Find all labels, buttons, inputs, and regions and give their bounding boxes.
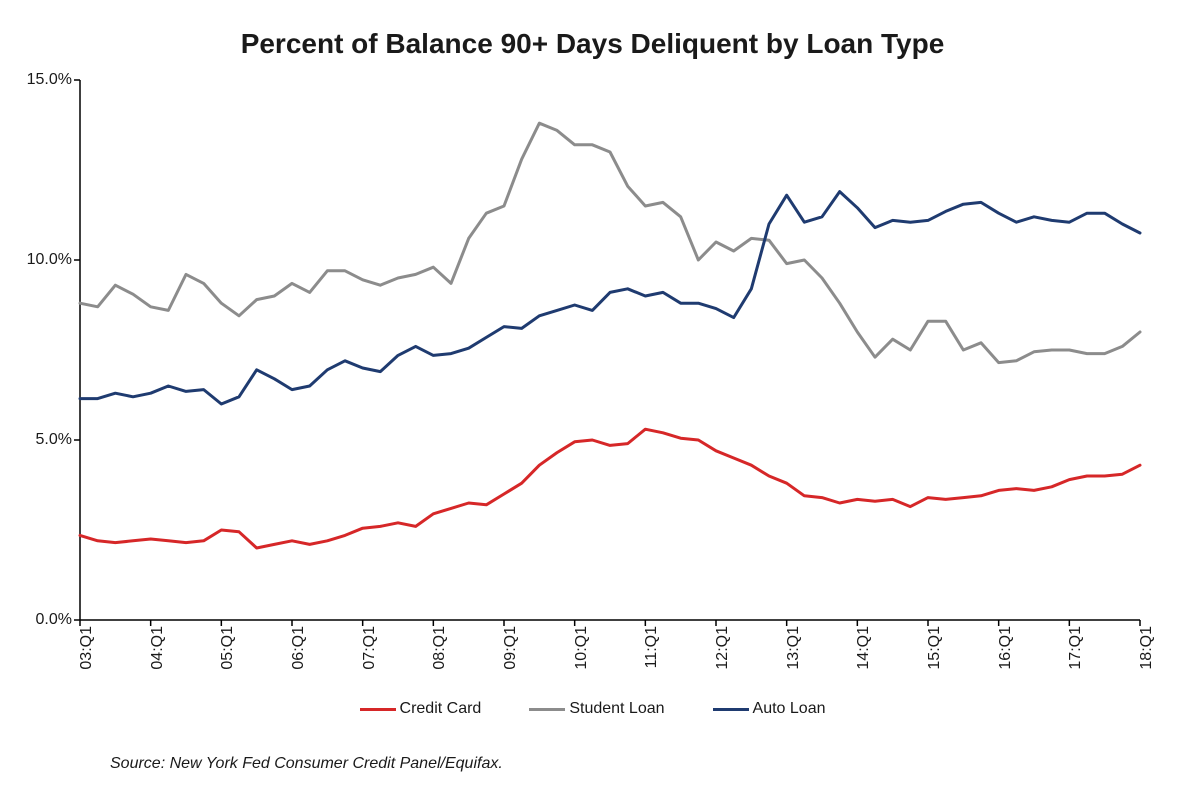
x-tick-label: 04:Q1	[149, 626, 167, 670]
legend-swatch	[713, 708, 749, 711]
y-tick-label: 10.0%	[27, 251, 80, 269]
legend-item: Student Loan	[529, 700, 664, 718]
series-line-auto-loan	[80, 192, 1140, 404]
x-tick-label: 17:Q1	[1067, 626, 1085, 670]
legend-swatch	[529, 708, 565, 711]
x-tick-label: 10:Q1	[573, 626, 591, 670]
chart-svg	[80, 80, 1140, 620]
legend-label: Student Loan	[569, 700, 664, 718]
x-tick-label: 16:Q1	[997, 626, 1015, 670]
legend-item: Credit Card	[360, 700, 482, 718]
y-tick-label: 5.0%	[36, 431, 80, 449]
x-tick-label: 14:Q1	[855, 626, 873, 670]
y-tick-label: 15.0%	[27, 71, 80, 89]
x-tick-label: 06:Q1	[290, 626, 308, 670]
legend: Credit Card Student Loan Auto Loan	[0, 700, 1185, 718]
legend-item: Auto Loan	[713, 700, 826, 718]
x-tick-label: 15:Q1	[926, 626, 944, 670]
chart-container: Percent of Balance 90+ Days Deliquent by…	[0, 0, 1185, 810]
legend-label: Auto Loan	[753, 700, 826, 718]
x-tick-label: 09:Q1	[502, 626, 520, 670]
legend-label: Credit Card	[400, 700, 482, 718]
y-tick-label: 0.0%	[36, 611, 80, 629]
x-tick-label: 11:Q1	[643, 626, 661, 668]
x-tick-label: 13:Q1	[785, 626, 803, 670]
x-tick-label: 03:Q1	[78, 626, 96, 670]
plot-area: 0.0%5.0%10.0%15.0%03:Q104:Q105:Q106:Q107…	[80, 80, 1140, 620]
x-tick-label: 08:Q1	[431, 626, 449, 670]
x-tick-label: 07:Q1	[361, 626, 379, 670]
chart-title: Percent of Balance 90+ Days Deliquent by…	[0, 28, 1185, 60]
series-line-credit-card	[80, 429, 1140, 548]
legend-swatch	[360, 708, 396, 711]
x-tick-label: 12:Q1	[714, 626, 732, 670]
series-line-student-loan	[80, 123, 1140, 362]
x-tick-label: 05:Q1	[219, 626, 237, 670]
x-tick-label: 18:Q1	[1138, 626, 1156, 670]
source-note: Source: New York Fed Consumer Credit Pan…	[110, 755, 503, 773]
